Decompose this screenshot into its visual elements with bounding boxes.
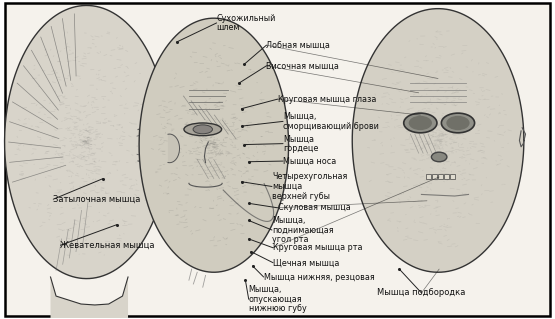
Text: Лобная мышца: Лобная мышца bbox=[266, 41, 330, 50]
Text: Скуловая мышца: Скуловая мышца bbox=[278, 203, 350, 212]
Text: Височная мышца: Височная мышца bbox=[266, 61, 339, 70]
Text: Мышца нижняя, резцовая: Мышца нижняя, резцовая bbox=[264, 272, 375, 281]
Bar bbox=[438, 174, 443, 179]
Ellipse shape bbox=[408, 116, 432, 130]
Ellipse shape bbox=[184, 123, 221, 136]
Text: Мышца,
сморщивающий брови: Мышца, сморщивающий брови bbox=[283, 112, 379, 131]
Ellipse shape bbox=[441, 113, 475, 133]
Text: Мышца подбородка: Мышца подбородка bbox=[377, 288, 466, 297]
Polygon shape bbox=[139, 18, 289, 272]
Ellipse shape bbox=[431, 152, 447, 162]
Polygon shape bbox=[168, 134, 179, 163]
Polygon shape bbox=[352, 9, 524, 272]
Text: Мышца
гордеце: Мышца гордеце bbox=[283, 134, 319, 153]
Text: Мышца,
поднимающая
угол рта: Мышца, поднимающая угол рта bbox=[272, 216, 334, 244]
Text: Круговая мышца рта: Круговая мышца рта bbox=[273, 243, 362, 252]
Bar bbox=[450, 174, 455, 179]
Bar bbox=[444, 174, 449, 179]
Ellipse shape bbox=[193, 125, 213, 134]
Text: Щечная мышца: Щечная мышца bbox=[273, 258, 340, 267]
Bar bbox=[432, 174, 437, 179]
FancyBboxPatch shape bbox=[5, 3, 550, 316]
Text: Круговая мышца глаза: Круговая мышца глаза bbox=[278, 95, 376, 104]
Text: Мышца носа: Мышца носа bbox=[283, 157, 336, 166]
Polygon shape bbox=[51, 277, 128, 318]
Ellipse shape bbox=[446, 116, 470, 130]
Text: Четырехугольная
мышца
верхней губы: Четырехугольная мышца верхней губы bbox=[272, 172, 347, 201]
Bar bbox=[426, 174, 431, 179]
Polygon shape bbox=[138, 129, 154, 162]
Text: Затылочная мышца: Затылочная мышца bbox=[53, 195, 140, 204]
Polygon shape bbox=[4, 5, 168, 278]
Ellipse shape bbox=[403, 113, 437, 133]
Text: Жевательная мышца: Жевательная мышца bbox=[60, 241, 155, 250]
Text: Сухожильный
шлем: Сухожильный шлем bbox=[216, 14, 276, 32]
Text: Мышца,
опускающая
нижнюю губу: Мышца, опускающая нижнюю губу bbox=[249, 285, 306, 314]
